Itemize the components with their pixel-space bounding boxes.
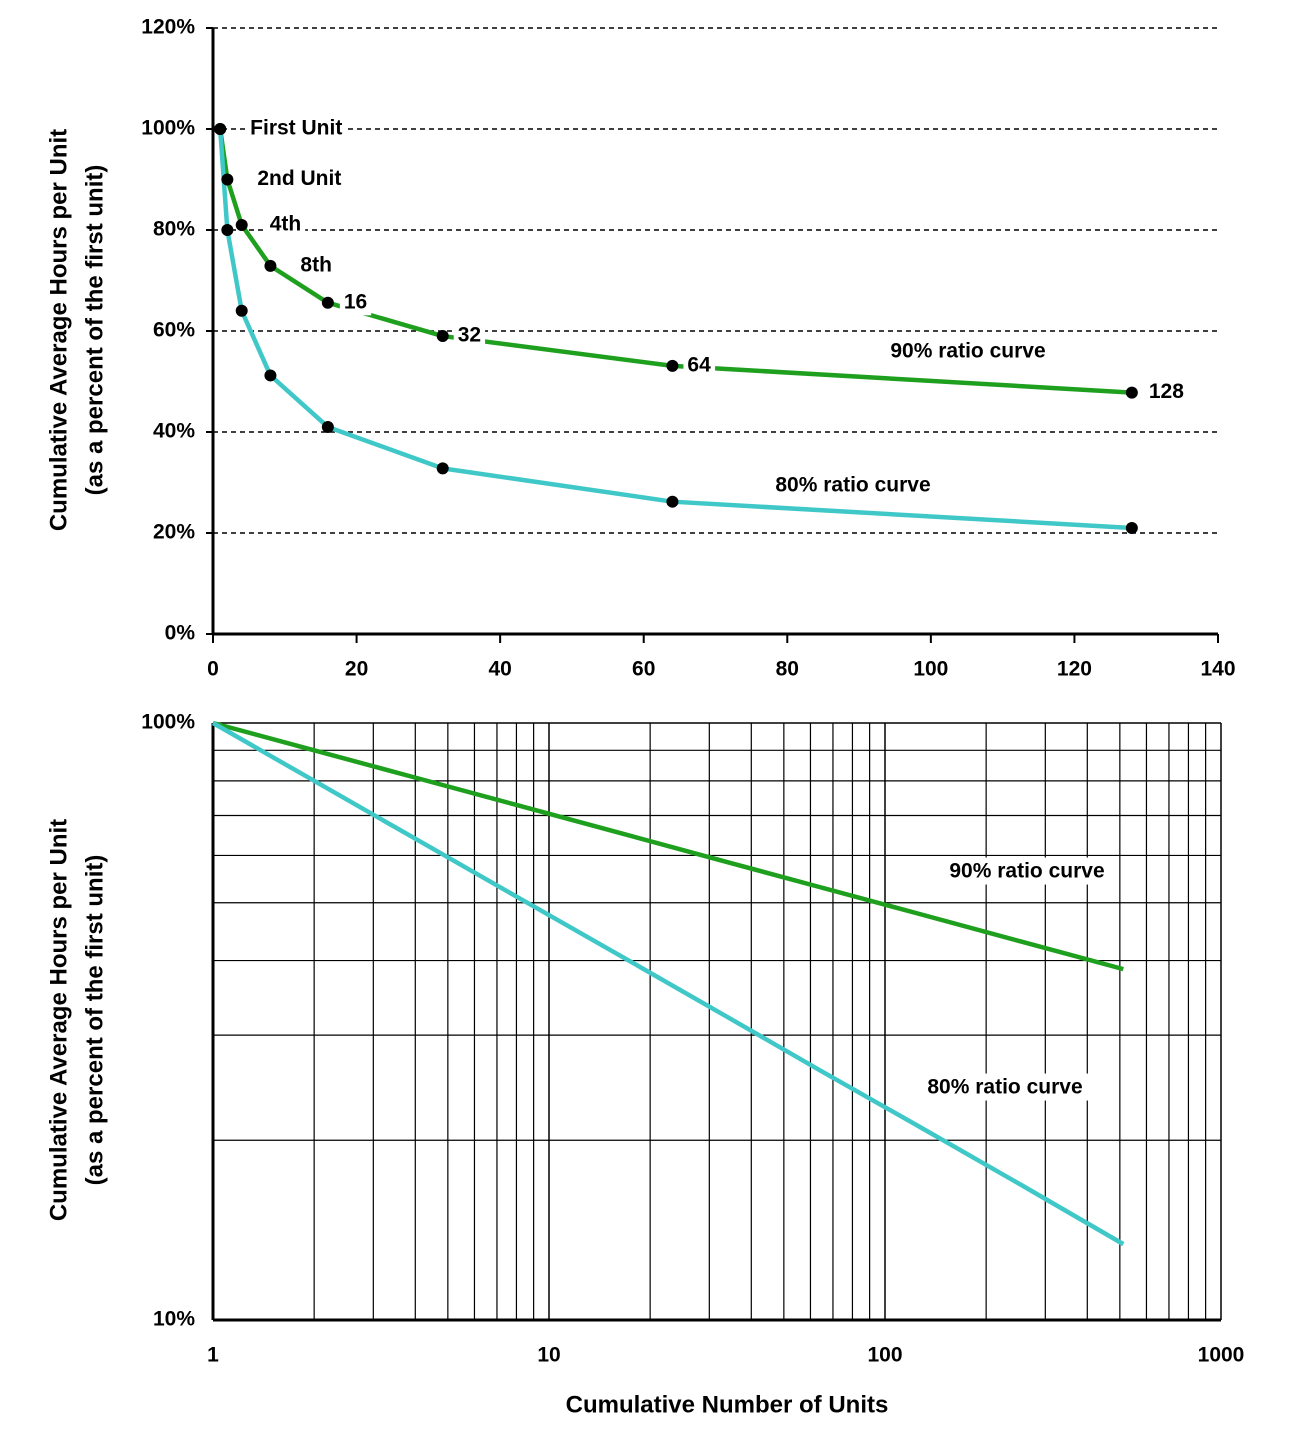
point-label: 32 [458, 324, 481, 347]
x-tick-label: 20 [345, 658, 368, 681]
point-label-group: 128 [1144, 378, 1189, 406]
point-label-bg [253, 165, 346, 193]
series-label-bg [917, 1073, 1093, 1101]
x-tick-label: 100 [867, 1344, 902, 1367]
y-axis-title: (as a percent of the first unit) [81, 855, 108, 1186]
y-tick-label: 40% [153, 420, 195, 443]
point-label: 128 [1149, 380, 1184, 403]
point-label: First Unit [250, 117, 342, 140]
point-label-bg [1144, 378, 1189, 406]
y-tick-label: 100% [141, 711, 195, 734]
series-label-group: 80% ratio curve [917, 1073, 1093, 1101]
point [321, 420, 334, 433]
series-label: 80% ratio curve [775, 474, 930, 497]
x-tick-label: 80 [776, 658, 799, 681]
point [221, 224, 234, 236]
series-line [217, 128, 1132, 531]
point-label-bg [296, 251, 336, 279]
x-tick-label: 100 [913, 658, 948, 681]
point [264, 259, 277, 272]
y-tick-label: 120% [141, 16, 195, 39]
point-label: 4th [270, 212, 302, 235]
point-label-group: 2nd Unit [253, 165, 346, 193]
point-label-group: 32 [453, 321, 486, 349]
point [436, 330, 449, 343]
point-label-bg [453, 321, 486, 349]
y-tick-label: 10% [153, 1308, 195, 1331]
x-tick-label: 1000 [1198, 1344, 1245, 1367]
point [221, 173, 234, 186]
y-axis-title: Cumulative Average Hours per Unit [45, 129, 72, 531]
point-label-group: 8th [296, 251, 336, 279]
y-tick-label: 80% [153, 218, 195, 241]
point-label-bg [339, 288, 372, 316]
point [666, 495, 679, 508]
point-label: 2nd Unit [257, 167, 341, 190]
point [214, 123, 227, 135]
point-label-group: First Unit [246, 114, 347, 142]
point [235, 304, 248, 317]
x-tick-label: 0 [207, 658, 219, 681]
y-tick-label: 20% [153, 521, 195, 544]
series-label: 80% ratio curve [927, 1076, 1082, 1099]
series-label: 90% ratio curve [949, 860, 1104, 883]
x-tick-label: 60 [632, 658, 655, 681]
series-label-bg [939, 857, 1115, 885]
y-tick-label: 60% [153, 319, 195, 342]
point-label-bg [265, 210, 306, 238]
series-label-bg [765, 471, 941, 499]
point [1125, 521, 1138, 534]
point-label: 64 [687, 353, 711, 376]
series-label-group: 90% ratio curve [880, 337, 1056, 365]
series-label-group: 80% ratio curve [765, 471, 941, 499]
y-tick-label: 100% [141, 117, 195, 140]
point-label: 16 [344, 290, 367, 313]
point-label-bg [683, 351, 716, 379]
point [321, 296, 334, 309]
x-tick-label: 40 [488, 658, 511, 681]
point-label-group: 4th [265, 210, 306, 238]
x-tick-label: 120 [1057, 658, 1092, 681]
point-label: 8th [300, 253, 332, 276]
series-line [212, 720, 1124, 972]
series-line [211, 721, 1125, 1247]
x-tick-label: 140 [1200, 658, 1235, 681]
point [666, 359, 679, 372]
series-line [217, 128, 1132, 395]
point-label-group: 64 [683, 351, 716, 379]
point [264, 369, 277, 382]
point-label-group: 16 [339, 288, 372, 316]
x-axis-title: Cumulative Number of Units [566, 1391, 889, 1418]
point [436, 462, 449, 475]
point-label-bg [246, 114, 347, 142]
point [1125, 386, 1138, 399]
y-axis-title: Cumulative Average Hours per Unit [45, 819, 72, 1221]
y-axis-title: (as a percent of the first unit) [81, 165, 108, 496]
series-label-group: 90% ratio curve [939, 857, 1115, 885]
point [235, 218, 248, 231]
series-label: 90% ratio curve [890, 340, 1045, 363]
x-tick-label: 1 [207, 1344, 219, 1367]
x-tick-label: 10 [537, 1344, 560, 1367]
series-label-bg [880, 337, 1056, 365]
y-tick-label: 0% [165, 622, 196, 645]
